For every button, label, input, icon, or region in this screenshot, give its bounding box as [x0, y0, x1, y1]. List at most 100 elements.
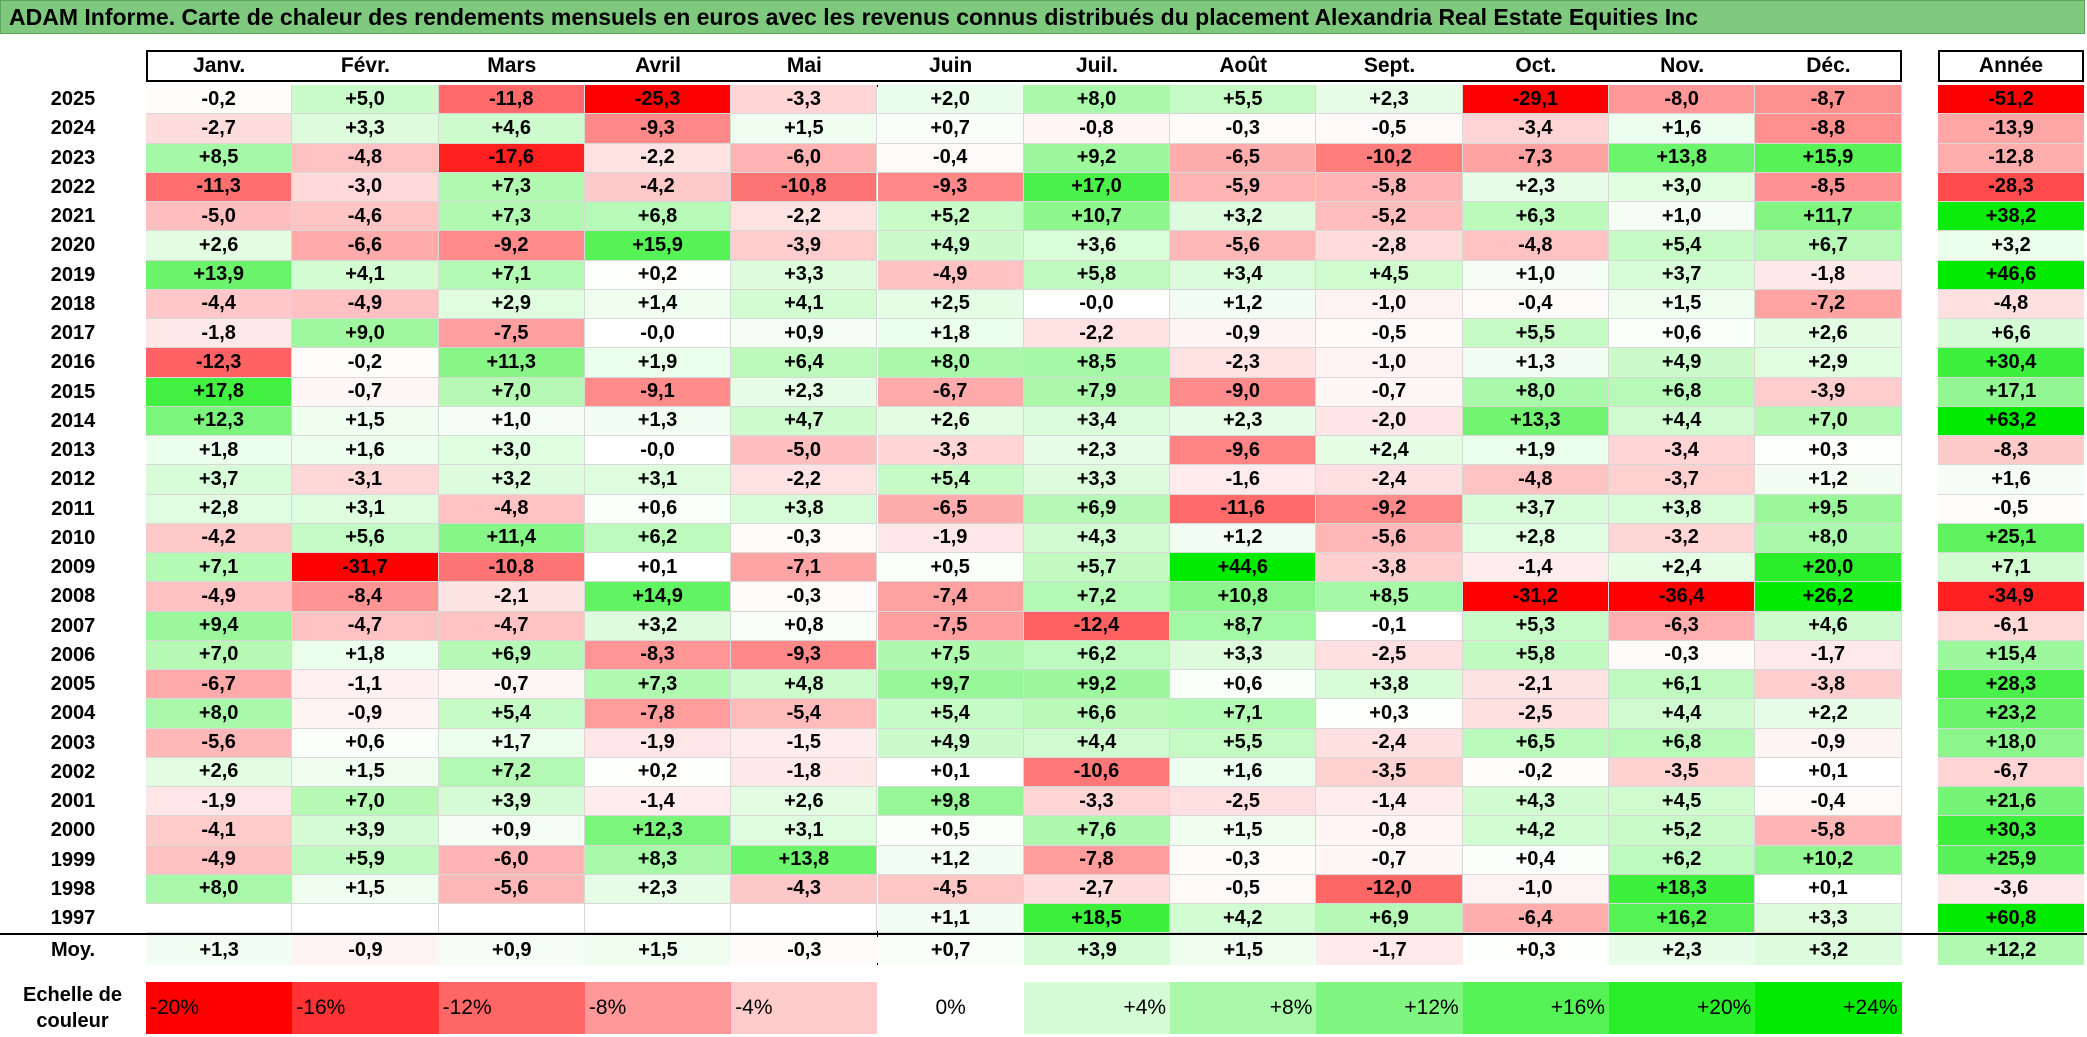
- month-return-cell: +18,5: [1023, 904, 1171, 934]
- month-return-cell: -0,5: [1316, 319, 1463, 349]
- month-return-cell: +2,3: [731, 377, 878, 407]
- chart-title: ADAM Informe. Carte de chaleur des rende…: [0, 0, 2085, 34]
- month-return-cell: +5,6: [292, 523, 439, 553]
- month-return-cell: -1,1: [292, 670, 439, 700]
- month-return-cell: +6,9: [1316, 904, 1463, 934]
- month-return-cell: -1,4: [1316, 787, 1463, 817]
- month-return-cell: +1,8: [292, 640, 439, 670]
- year-label: 2003: [50, 731, 96, 754]
- month-return-cell: -0,2: [1462, 757, 1609, 787]
- month-return-cell: +3,7: [1609, 260, 1756, 290]
- month-return-cell: -1,8: [146, 319, 293, 349]
- month-return-cell: -29,1: [1462, 85, 1609, 115]
- month-return-cell: +3,3: [1023, 465, 1171, 495]
- month-return-cell: +3,4: [1023, 406, 1171, 436]
- month-return-cell: +6,1: [1609, 670, 1756, 700]
- month-return-cell: +3,2: [584, 611, 732, 641]
- month-return-cell: +1,6: [1170, 757, 1317, 787]
- month-return-cell: +8,5: [1023, 348, 1171, 378]
- month-return-cell: +13,9: [146, 260, 293, 290]
- month-return-cell: +3,0: [1609, 172, 1756, 202]
- month-return-cell: +6,2: [1023, 640, 1171, 670]
- month-return-cell: +2,9: [438, 289, 585, 319]
- month-return-cell: -3,0: [292, 172, 439, 202]
- month-return-cell: +1,9: [1462, 436, 1609, 466]
- month-return-cell: +1,5: [292, 757, 439, 787]
- month-return-cell: -0,7: [1316, 377, 1463, 407]
- month-header: Août: [1219, 54, 1268, 77]
- month-return-cell: +7,2: [438, 757, 585, 787]
- month-return-cell: -10,2: [1316, 143, 1463, 173]
- month-return-cell: -0,3: [1170, 845, 1317, 875]
- month-return-cell: -2,8: [1316, 231, 1463, 261]
- month-return-cell: -0,4: [1462, 289, 1609, 319]
- month-return-cell: -12,3: [146, 348, 293, 378]
- year-label: 2010: [50, 526, 96, 549]
- average-month-cell: +2,3: [1609, 935, 1756, 965]
- month-return-cell: +0,6: [1609, 319, 1756, 349]
- month-return-cell: -9,3: [731, 640, 878, 670]
- month-return-cell: -3,1: [292, 465, 439, 495]
- month-return-cell: -6,4: [1462, 904, 1609, 934]
- month-return-cell: +5,4: [1609, 231, 1756, 261]
- year-label: 2021: [50, 205, 96, 228]
- year-label: 2022: [50, 175, 96, 198]
- month-return-cell: -8,3: [584, 640, 732, 670]
- month-return-cell: +12,3: [146, 406, 293, 436]
- year-total-cell: +3,2: [1938, 231, 2084, 261]
- month-return-cell: +1,0: [1609, 202, 1756, 232]
- month-return-cell: -3,8: [1316, 553, 1463, 583]
- month-header: Mars: [487, 54, 537, 77]
- month-return-cell: -9,3: [877, 172, 1024, 202]
- month-return-cell: +6,5: [1462, 728, 1609, 758]
- month-return-cell: +1,7: [438, 728, 585, 758]
- month-return-cell: -6,3: [1609, 611, 1756, 641]
- month-return-cell: +9,2: [1023, 670, 1171, 700]
- color-scale-swatch: -8%: [584, 982, 732, 1034]
- month-return-cell: -0,0: [584, 436, 732, 466]
- month-return-cell: +3,1: [584, 465, 732, 495]
- month-return-cell: -1,0: [1316, 348, 1463, 378]
- average-month-cell: +0,9: [438, 935, 585, 965]
- year-total-cell: -6,7: [1938, 757, 2084, 787]
- color-scale-swatch: 0%: [877, 982, 1024, 1034]
- month-return-cell: +0,4: [1462, 845, 1609, 875]
- month-return-cell: +9,8: [877, 787, 1024, 817]
- month-return-cell: +0,6: [292, 728, 439, 758]
- month-return-cell: +2,6: [731, 787, 878, 817]
- month-return-cell: +6,9: [438, 640, 585, 670]
- month-return-cell: +7,1: [1170, 699, 1317, 729]
- month-return-cell: +5,3: [1462, 611, 1609, 641]
- year-total-cell: -4,8: [1938, 289, 2084, 319]
- year-label: 2020: [50, 234, 96, 257]
- month-return-cell: +0,1: [584, 553, 732, 583]
- average-month-cell: +3,2: [1755, 935, 1902, 965]
- month-return-cell: +5,4: [438, 699, 585, 729]
- color-scale-swatch: -16%: [292, 982, 439, 1034]
- month-return-cell: -0,8: [1023, 114, 1171, 144]
- month-return-cell: -3,5: [1316, 757, 1463, 787]
- month-return-cell: +8,0: [877, 348, 1024, 378]
- year-label: 1997: [50, 907, 96, 930]
- month-return-cell: -31,7: [292, 553, 439, 583]
- month-return-cell: -6,7: [146, 670, 293, 700]
- month-return-cell: -8,4: [292, 582, 439, 612]
- year-total-cell: +25,1: [1938, 523, 2084, 553]
- year-label: 2015: [50, 380, 96, 403]
- month-return-cell: +0,1: [1755, 757, 1902, 787]
- month-return-cell: +4,5: [1609, 787, 1756, 817]
- month-return-cell: -4,5: [877, 874, 1024, 904]
- month-return-cell: +4,3: [1023, 523, 1171, 553]
- month-return-cell: +5,4: [877, 465, 1024, 495]
- year-total-cell: +25,9: [1938, 845, 2084, 875]
- month-return-cell: +10,2: [1755, 845, 1902, 875]
- year-label: 2005: [50, 673, 96, 696]
- month-header-frame: [146, 50, 1902, 82]
- month-return-cell: -4,4: [146, 289, 293, 319]
- year-total-cell: +30,3: [1938, 816, 2084, 846]
- month-header: Nov.: [1660, 54, 1705, 77]
- month-return-cell: -1,9: [877, 523, 1024, 553]
- month-return-cell: [731, 904, 878, 934]
- month-return-cell: +6,7: [1755, 231, 1902, 261]
- month-return-cell: +9,0: [292, 319, 439, 349]
